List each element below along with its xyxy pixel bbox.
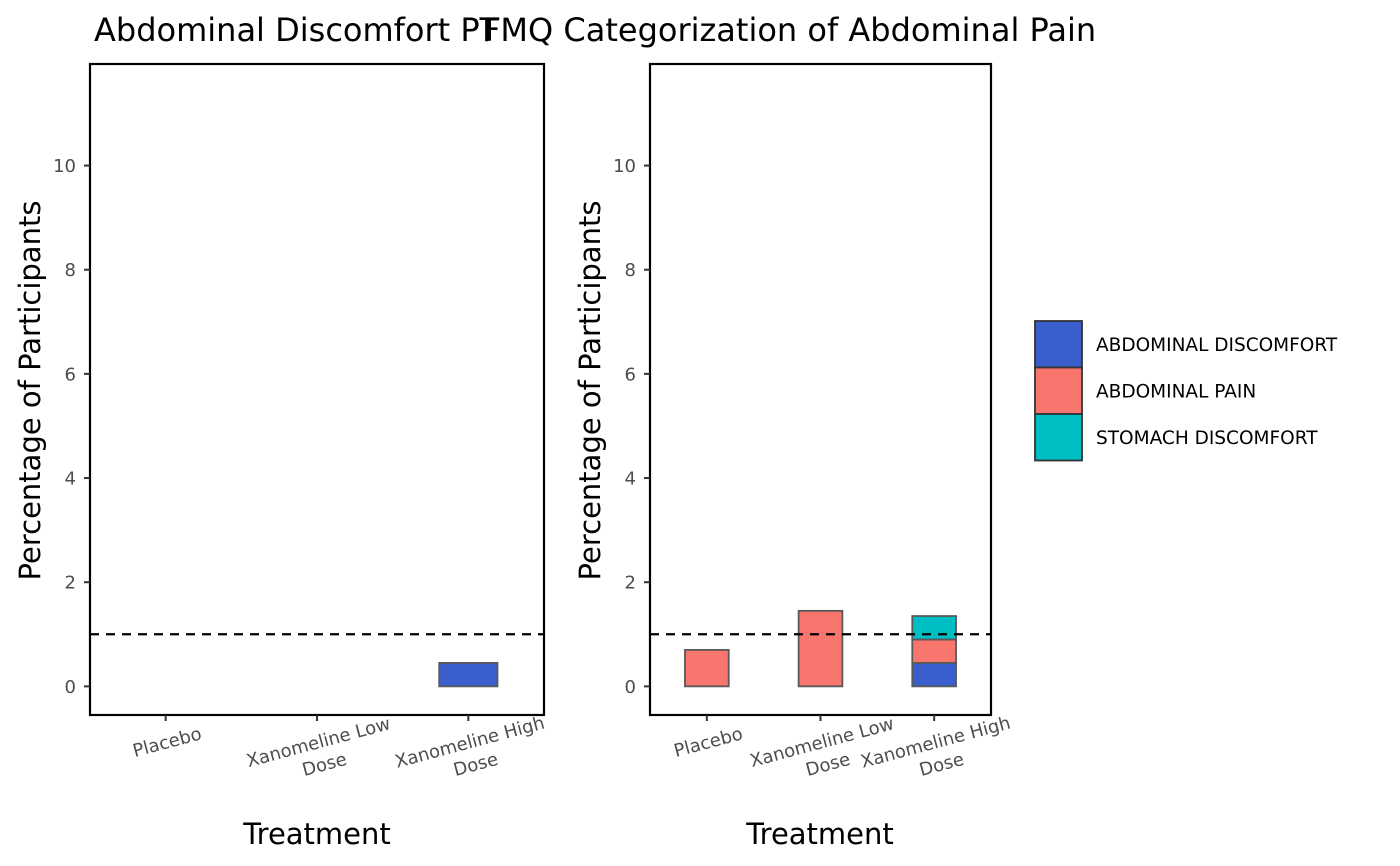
bar-abdominal-pain-xanomeline-low-dose: [797, 609, 844, 688]
legend-label-stomach-discomfort: STOMACH DISCOMFORT: [1096, 428, 1318, 449]
x-tick-label-placebo: Placebo: [131, 723, 204, 761]
panel-2: FMQ Categorization of Abdominal Pain 0 2 4 6…: [482, 11, 1096, 851]
legend-swatch-abdominal-discomfort: [1034, 320, 1083, 369]
y-tick-label: 10: [613, 156, 636, 177]
y-tick-label: 0: [65, 677, 76, 698]
legend-swatch-abdominal-pain: [1034, 366, 1083, 415]
x-axis-title: Treatment: [242, 817, 391, 851]
panel-1: Abdominal Discomfort PT 0 2 4 6 8 10 Placebo Xan…: [13, 11, 553, 851]
y-tick-label: 8: [625, 260, 636, 281]
bar-abdominal-pain-xanomeline-high-dose: [911, 638, 957, 664]
bar-stomach-discomfort-xanomeline-high-dose: [911, 615, 957, 641]
y-axis-title: Percentage of Participants: [13, 201, 47, 581]
plot-border: [88, 62, 546, 717]
y-tick-label: 4: [65, 469, 76, 490]
x-axis-title: Treatment: [745, 817, 894, 851]
y-tick-label: 6: [65, 364, 76, 385]
y-tick-label: 2: [625, 573, 636, 594]
x-tick-label-placebo: Placebo: [672, 723, 745, 761]
bar-abdominal-discomfort-xanomeline-high-dose: [911, 662, 957, 688]
x-tick-label-xanomeline-high-dose: Xanomeline HighDose: [393, 713, 553, 795]
y-tick-label: 0: [625, 677, 636, 698]
y-tick-label: 6: [625, 364, 636, 385]
y-tick-label: 4: [625, 469, 636, 490]
x-tick-label-xanomeline-low-dose: Xanomeline LowDose: [244, 713, 398, 794]
chart-title: Abdominal Discomfort PT: [94, 11, 500, 49]
bar-abdominal-discomfort-xanomeline-high-dose: [438, 662, 499, 688]
y-tick-label: 10: [53, 156, 76, 177]
legend: ABDOMINAL DISCOMFORT ABDOMINAL PAIN STOMAC…: [1034, 320, 1338, 462]
legend-swatch-stomach-discomfort: [1034, 413, 1083, 462]
legend-label-abdominal-pain: ABDOMINAL PAIN: [1096, 382, 1256, 403]
legend-label-abdominal-discomfort: ABDOMINAL DISCOMFORT: [1096, 335, 1338, 356]
y-axis-title: Percentage of Participants: [573, 201, 607, 581]
bar-abdominal-pain-placebo: [684, 649, 730, 688]
y-tick-label: 2: [65, 573, 76, 594]
chart-title: FMQ Categorization of Abdominal Pain: [482, 11, 1096, 49]
y-tick-label: 8: [65, 260, 76, 281]
